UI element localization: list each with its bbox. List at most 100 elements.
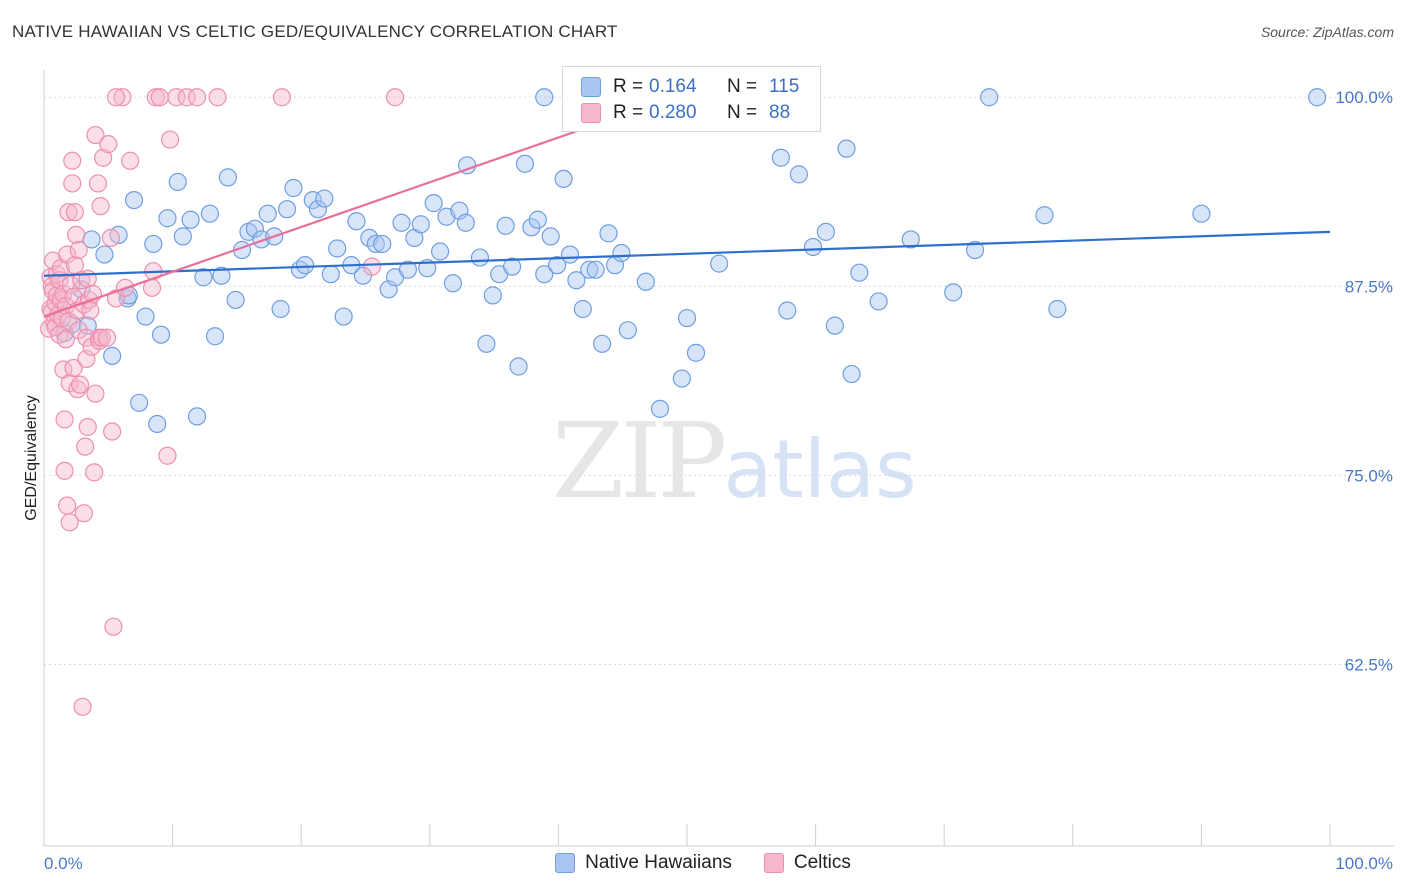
x-tick-label: 0.0%	[44, 854, 83, 873]
point-celtic	[55, 461, 74, 480]
point-native-hawaiian	[593, 334, 612, 353]
point-native-hawaiian	[295, 256, 315, 275]
point-native-hawaiian	[277, 200, 297, 219]
point-native-hawaiian	[130, 393, 149, 412]
legend-row-celtics: R = 0.280 N = 88	[581, 101, 790, 125]
point-native-hawaiian	[1048, 299, 1067, 319]
point-celtic	[158, 446, 177, 465]
point-celtic	[187, 88, 207, 107]
legend-swatch-pink	[581, 103, 601, 123]
point-native-hawaiian	[205, 327, 225, 346]
point-native-hawaiian	[672, 369, 691, 388]
point-native-hawaiian	[535, 88, 554, 107]
point-native-hawaiian	[686, 343, 706, 362]
source-label: Source: ZipAtlas.com	[1260, 24, 1394, 40]
point-native-hawaiian	[173, 227, 192, 246]
point-native-hawaiian	[483, 286, 502, 305]
point-celtic	[113, 88, 132, 107]
point-native-hawaiian	[347, 212, 366, 231]
x-tick-label: 100.0%	[1335, 854, 1393, 873]
point-celtic	[78, 269, 97, 288]
y-axis-title: GED/Equivalency	[23, 395, 40, 520]
point-native-hawaiian	[430, 242, 450, 261]
legend-r-value: 0.280	[649, 102, 697, 123]
y-tick-label: 62.5%	[1345, 655, 1393, 674]
point-native-hawaiian	[1308, 88, 1327, 107]
legend-swatch-blue	[555, 853, 576, 873]
trendline-celtics	[43, 96, 675, 318]
point-native-hawaiian	[825, 316, 844, 335]
legend-item-native-hawaiians[interactable]: Native Hawaiians	[555, 852, 732, 874]
point-celtic	[121, 151, 140, 170]
zipatlas-watermark: ZIPatlas	[552, 400, 917, 522]
point-celtic	[167, 88, 186, 107]
point-native-hawaiian	[869, 292, 888, 311]
point-celtic	[72, 271, 91, 290]
grid-layer	[44, 96, 1394, 665]
point-celtic	[97, 328, 117, 347]
point-celtic	[92, 328, 111, 347]
point-native-hawaiian	[548, 256, 567, 275]
watermark-zip: ZIP	[552, 400, 727, 522]
point-native-hawaiian	[554, 169, 573, 189]
point-celtic	[103, 422, 122, 441]
point-celtic	[385, 88, 405, 107]
point-celtic	[160, 130, 180, 149]
legend-swatch-pink	[763, 853, 784, 873]
point-native-hawaiian	[573, 299, 592, 319]
point-celtic	[58, 496, 77, 515]
point-celtic	[91, 197, 110, 216]
point-native-hawaiian	[789, 165, 808, 184]
point-native-hawaiian	[586, 260, 605, 279]
point-celtic	[59, 203, 78, 222]
point-native-hawaiian	[181, 210, 200, 229]
point-native-hawaiian	[95, 245, 114, 264]
point-celtic	[86, 125, 105, 145]
point-celtic	[60, 513, 79, 532]
point-native-hawaiian	[816, 222, 835, 241]
point-native-hawaiian	[321, 265, 340, 284]
y-tick-label: 75.0%	[1345, 466, 1393, 485]
points-layer	[40, 88, 1327, 716]
legend-r-label: R =	[613, 102, 644, 123]
point-celtic	[104, 617, 123, 636]
legend-r-value: 0.164	[649, 76, 697, 97]
point-native-hawaiian	[650, 399, 670, 418]
point-native-hawaiian	[771, 148, 790, 167]
point-native-hawaiian	[842, 364, 861, 384]
point-celtic	[362, 257, 382, 276]
label-layer: 62.5% 75.0% 87.5% 100.0% 0.0% 100.0% GED/Equiv…	[23, 88, 1393, 873]
trend-layer	[43, 96, 1331, 318]
point-native-hawaiian	[258, 204, 277, 223]
axis-layer	[43, 70, 1394, 847]
point-native-hawaiian	[158, 209, 177, 228]
correlation-legend: R = 0.164 N = 115 R = 0.280 N = 88	[562, 66, 821, 132]
point-native-hawaiian	[503, 257, 522, 276]
legend-n-label: N =	[727, 76, 758, 97]
point-native-hawaiian	[443, 274, 463, 293]
point-celtic	[272, 88, 292, 107]
legend-n-value: 88	[769, 102, 791, 123]
point-native-hawaiian	[151, 325, 171, 344]
point-native-hawaiian	[136, 307, 155, 326]
point-celtic	[73, 697, 92, 716]
point-native-hawaiian	[398, 260, 418, 279]
point-celtic	[101, 228, 120, 248]
legend-item-celtics[interactable]: Celtics	[763, 852, 851, 874]
point-native-hawaiian	[456, 213, 475, 232]
point-native-hawaiian	[392, 213, 411, 232]
legend-label-native-hawaiians: Native Hawaiians	[585, 852, 732, 873]
point-celtic	[64, 358, 83, 378]
trendline-native-hawaiians	[43, 230, 1331, 277]
point-celtic	[65, 203, 84, 222]
point-native-hawaiian	[334, 307, 353, 326]
point-celtic	[208, 88, 227, 107]
point-native-hawaiian	[778, 301, 797, 320]
point-native-hawaiian	[411, 215, 430, 234]
point-native-hawaiian	[245, 219, 265, 238]
point-native-hawaiian	[837, 139, 856, 158]
point-celtic	[86, 384, 105, 403]
point-native-hawaiian	[1192, 204, 1211, 223]
point-native-hawaiian	[567, 271, 586, 290]
